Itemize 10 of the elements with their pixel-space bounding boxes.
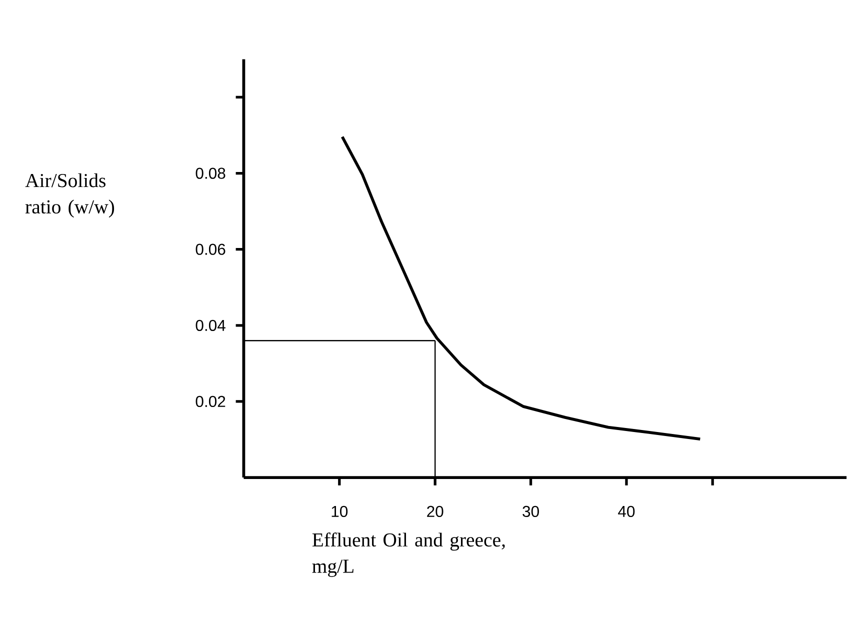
x-tick-label: 30	[522, 506, 539, 518]
y-tick-label: 0.08	[196, 168, 226, 180]
x-axis-title: Effluent Oil and greece, mg/L	[312, 532, 505, 578]
x-tick-label: 10	[332, 506, 348, 518]
x-tick-label: 40	[618, 506, 635, 518]
x-tick-label: 20	[427, 506, 444, 518]
y-tick-label: 0.04	[196, 320, 226, 332]
y-axis-title: Air/Solids ratio (w/w)	[25, 174, 114, 218]
y-tick-label: 0.02	[196, 396, 226, 408]
y-tick-label: 0.06	[196, 244, 226, 256]
